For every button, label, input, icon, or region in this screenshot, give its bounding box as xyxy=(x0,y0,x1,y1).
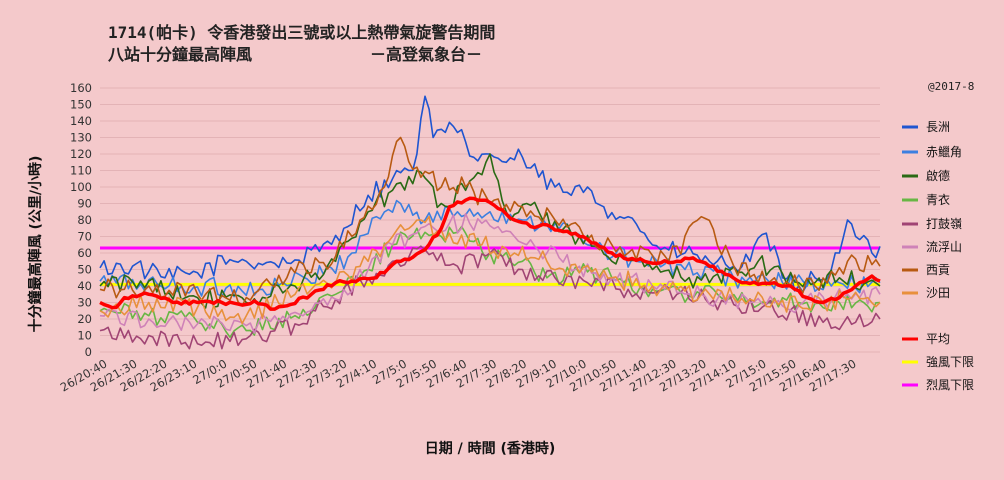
y-axis-title: 十分鐘最高陣風 (公里/小時) xyxy=(27,156,44,333)
y-tick-label: 10 xyxy=(77,329,92,343)
y-tick-label: 20 xyxy=(77,312,92,326)
legend-label: 強風下限 xyxy=(926,355,974,369)
y-tick-label: 120 xyxy=(70,147,92,161)
legend-label: 沙田 xyxy=(926,286,950,300)
legend-label: 流浮山 xyxy=(926,240,962,254)
y-tick-label: 80 xyxy=(77,213,92,227)
y-tick-label: 160 xyxy=(70,81,92,95)
series-line-7 xyxy=(99,215,881,325)
chart-title: 1714(帕卡) 令香港發出三號或以上熱帶氣旋警告期間 xyxy=(108,23,495,42)
series-line-2 xyxy=(99,153,881,309)
y-tick-label: 50 xyxy=(77,263,92,277)
legend-label: 青衣 xyxy=(926,192,950,207)
y-tick-label: 90 xyxy=(77,197,92,211)
y-axis-ticks: 0 10 20 30 40 50 60 70 80 90 100 110 120 130 140 150 160 xyxy=(70,81,92,359)
legend-label: 烈風下限 xyxy=(926,378,974,392)
series-line-6 xyxy=(99,136,881,307)
x-axis-ticks: 26/20:4026/21:3026/22:2026/23:1027/0:027… xyxy=(58,356,859,394)
y-tick-label: 70 xyxy=(77,230,92,244)
series-line-5 xyxy=(99,212,881,334)
y-tick-label: 60 xyxy=(77,246,92,260)
y-tick-label: 150 xyxy=(70,98,92,112)
chart-subtitle: 八站十分鐘最高陣風 xyxy=(107,45,252,64)
series-line-8 xyxy=(99,196,881,311)
legend-label: 啟德 xyxy=(926,168,950,183)
y-tick-label: 110 xyxy=(70,164,92,178)
legend-label: 赤鱲角 xyxy=(926,145,962,159)
y-tick-label: 40 xyxy=(77,279,92,293)
legend-label: 打鼓嶺 xyxy=(926,217,962,231)
x-axis-title: 日期 / 時間 (香港時) xyxy=(425,440,556,457)
y-tick-label: 30 xyxy=(77,296,92,310)
legend-label: 西貢 xyxy=(926,263,950,277)
chart-credit: @2017-8 xyxy=(928,80,974,93)
series-lines xyxy=(99,95,881,350)
y-tick-label: 130 xyxy=(70,131,92,145)
y-tick-label: 100 xyxy=(70,180,92,194)
chart-source: －高登氣象台－ xyxy=(370,45,482,64)
y-tick-label: 140 xyxy=(70,114,92,128)
legend-label: 長洲 xyxy=(926,120,950,134)
legend-label: 平均 xyxy=(926,332,950,346)
y-tick-label: 0 xyxy=(85,345,92,359)
